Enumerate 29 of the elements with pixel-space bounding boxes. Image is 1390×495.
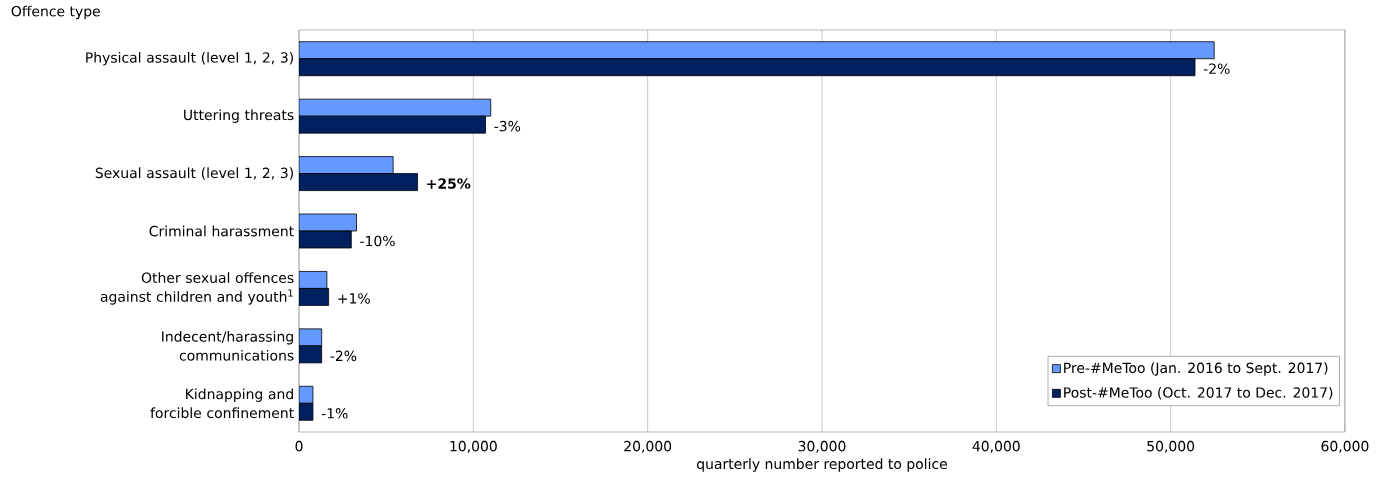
x-tick-label: 20,000 [624, 440, 672, 453]
x-tick-label: 30,000 [798, 440, 846, 453]
y-tick-label: Criminal harassment [149, 225, 294, 237]
y-tick-label: Indecent/harassing communications [162, 331, 294, 361]
y-tick-label: Kidnapping and forcible confinement [150, 388, 294, 419]
annotation: -1% [321, 408, 348, 419]
x-tick-label: 60,000 [1321, 440, 1369, 453]
y-tick-label: Physical assault (level 1, 2, 3) [86, 51, 293, 66]
x-tick-label: 40,000 [972, 440, 1020, 453]
y-tick-label: Other sexual offences against children and youth$^{1}$ [100, 272, 294, 305]
legend-label: Pre-#MeToo (Jan. 2016 to Sept. 2017) [1064, 362, 1328, 376]
annotation: -10% [360, 235, 395, 247]
annotation: -3% [494, 120, 521, 132]
y-tick-label: Uttering threats [184, 109, 294, 123]
bar [299, 156, 394, 174]
annotation: -2% [1203, 63, 1230, 74]
y-tick-label: Sexual assault (level 1, 2, 3) [95, 167, 293, 180]
x-tick-label: 50,000 [1147, 440, 1195, 453]
annotation: -2% [330, 350, 357, 362]
x-tick-label: 0 [295, 440, 303, 452]
bar [299, 41, 1215, 60]
bar [299, 58, 1196, 77]
bar [299, 173, 418, 191]
annotation: +25% [427, 178, 471, 189]
y-axis-title: Offence type [11, 5, 100, 20]
annotation: +1% [338, 293, 370, 304]
x-tick-label: 10,000 [450, 440, 497, 453]
x-axis-title: quarterly number reported to police [696, 458, 947, 472]
legend-label: Post-#MeToo (Oct. 2017 to Dec. 2017) [1064, 387, 1333, 400]
